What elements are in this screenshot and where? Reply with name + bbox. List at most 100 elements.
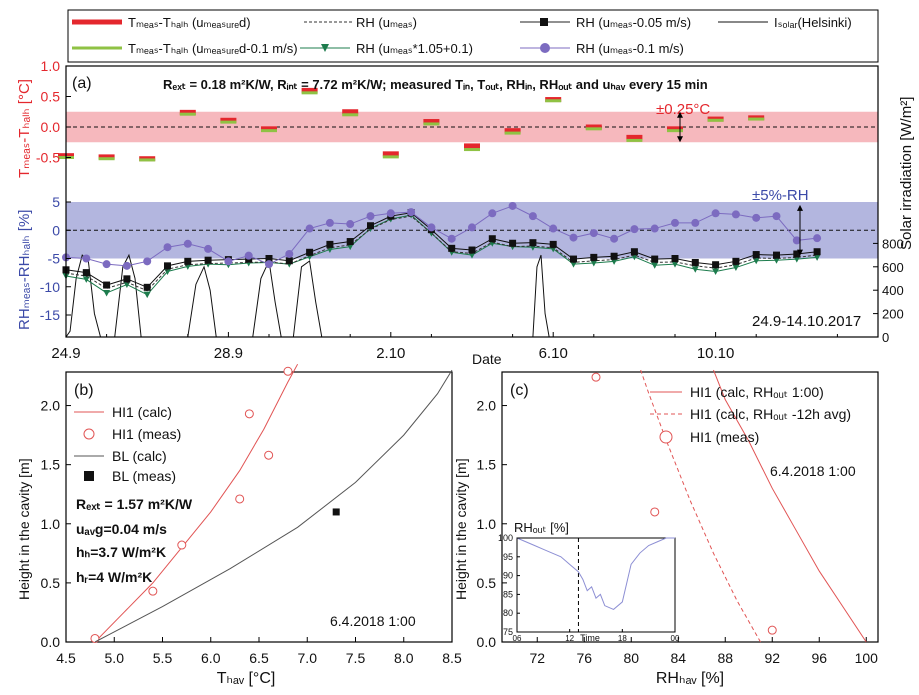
rh-black-point bbox=[610, 252, 618, 260]
rh-green-point bbox=[164, 268, 171, 275]
rh-green-point bbox=[651, 262, 659, 269]
rh-green-point bbox=[712, 268, 720, 275]
rh-purple-point bbox=[244, 251, 253, 260]
panel-c-y-title: Height in the cavity [m] bbox=[453, 458, 469, 600]
rh-black-point bbox=[204, 256, 212, 264]
rh-green-point bbox=[143, 291, 151, 299]
rh-purple-point bbox=[122, 261, 131, 270]
temperature-band-arrow-head bbox=[677, 111, 683, 118]
t-diff-green-point bbox=[667, 129, 683, 133]
rh-band-arrow-head bbox=[797, 249, 803, 256]
inset-y-tick-label: 100 bbox=[498, 533, 513, 543]
inset-x-tick-label: 00 bbox=[671, 634, 680, 643]
legend-swatch-triangle bbox=[321, 44, 329, 52]
t-diff-green-point bbox=[220, 120, 237, 124]
legend-b-swatch bbox=[83, 428, 95, 440]
inset-x-tick-label: 12 bbox=[565, 634, 574, 643]
y-tick-label: -0.5 bbox=[36, 150, 60, 166]
legend-label: RH (uₘₑₐₛ-0.1 m/s) bbox=[576, 41, 684, 56]
x-tick-label: 6.10 bbox=[539, 345, 568, 362]
rh-purple-point bbox=[143, 257, 152, 266]
legend-label: RH (uₘₑₐₛ) bbox=[356, 15, 417, 30]
rh-purple-point bbox=[630, 225, 639, 234]
x-tick-label: 84 bbox=[670, 650, 686, 666]
y-right-tick-label: 600 bbox=[882, 260, 904, 275]
legend-swatch-circle bbox=[540, 43, 550, 53]
inset-y-tick-label: 95 bbox=[503, 552, 513, 562]
panel-b-stamp: 6.4.2018 1:00 bbox=[330, 613, 416, 629]
rh-black-point bbox=[367, 222, 374, 230]
panel-c-stamp: 6.4.2018 1:00 bbox=[770, 463, 856, 479]
temperature-axis-title: Tₘₑₐₛ-Tₕₐₗₕ [°C] bbox=[16, 79, 33, 178]
rh-purple-point bbox=[752, 213, 761, 222]
t-diff-point bbox=[220, 117, 237, 123]
rh-black-point bbox=[184, 257, 192, 265]
rh-purple-point bbox=[325, 218, 334, 227]
y-tick-label: 0.0 bbox=[41, 634, 61, 650]
t-diff-green-point bbox=[423, 122, 440, 126]
legend-c-swatch bbox=[659, 430, 673, 444]
y-tick-label: 0.0 bbox=[41, 119, 61, 135]
x-tick-label: 24.9 bbox=[51, 345, 80, 362]
t-diff-green-point bbox=[626, 138, 643, 142]
rh-black-point bbox=[448, 244, 456, 252]
panel-b-y-title: Height in the cavity [m] bbox=[16, 458, 32, 600]
x-tick-label: 76 bbox=[576, 650, 592, 666]
x-tick-label: 80 bbox=[623, 650, 639, 666]
rh-black-point bbox=[671, 255, 679, 262]
y-tick-label: 2.0 bbox=[41, 398, 61, 414]
legend-label: Tₘₑₐₛ-Tₕₐₗₕ (uₘₑₐₛᵤᵣₑd) bbox=[128, 15, 251, 30]
rh-band-label: ±5%-RH bbox=[752, 187, 809, 204]
rh-green-point bbox=[103, 289, 111, 297]
panel-b-param: hᵣ=4 W/m²K bbox=[76, 569, 152, 585]
panel-b-series-1-point bbox=[235, 494, 245, 504]
rh-black-point bbox=[82, 269, 90, 277]
inset-x-tick-label: 06 bbox=[513, 634, 522, 643]
legend-c-label: HI1 (calc, RHₒᵤₜ 1:00) bbox=[690, 384, 824, 400]
y-tick-label: 0.5 bbox=[477, 575, 497, 591]
y-tick-label: 1.5 bbox=[477, 457, 497, 473]
legend-b-label: BL (calc) bbox=[112, 448, 167, 464]
legend-label: RH (uₘₑₐₛ*1.05+0.1) bbox=[356, 41, 473, 56]
rh-axis-title: RHₘₑₐₛ-RHₕₐₗₕ [%] bbox=[16, 210, 33, 330]
x-tick-label: 5.5 bbox=[153, 650, 173, 666]
rh-green-point bbox=[691, 266, 699, 273]
rh-purple-point bbox=[650, 224, 659, 233]
legend-entry-5: RH (uₘₑₐₛ*1.05+0.1) bbox=[300, 41, 473, 56]
rh-purple-point bbox=[224, 257, 233, 266]
period-label: 24.9-14.10.2017 bbox=[752, 313, 861, 330]
rh-black-point bbox=[590, 253, 598, 261]
t-diff-point bbox=[261, 126, 277, 132]
rh-green-point bbox=[570, 261, 577, 268]
rh-black-point bbox=[164, 262, 171, 270]
rh-purple-point bbox=[427, 223, 436, 232]
rh-purple-point bbox=[305, 224, 314, 233]
panel-b-frame bbox=[65, 371, 453, 643]
y-tick-label: 1.0 bbox=[41, 516, 61, 532]
y-right-tick-label: 400 bbox=[882, 283, 904, 298]
panel-b-series-1-point bbox=[177, 540, 187, 550]
inset-y-tick-label: 80 bbox=[503, 608, 513, 618]
t-diff-point bbox=[179, 109, 196, 115]
rh-purple-point bbox=[183, 239, 192, 248]
panel-b-param: uₐᵥg=0.04 m/s bbox=[76, 521, 167, 537]
t-diff-point bbox=[382, 151, 399, 157]
panel-b-series-1-point bbox=[283, 366, 293, 376]
y-right-tick-label: 0 bbox=[882, 330, 889, 345]
rh-black-point bbox=[468, 246, 476, 254]
x-tick-label: 8.5 bbox=[442, 650, 462, 666]
rh-black-point bbox=[549, 240, 557, 248]
rh-purple-point bbox=[569, 233, 578, 242]
rh-black-point bbox=[306, 248, 314, 256]
rh-purple-point bbox=[549, 224, 558, 233]
legend-label: Iₛₒₗₐᵣ(Helsinki) bbox=[774, 15, 852, 30]
rh-black-point bbox=[691, 258, 699, 266]
rh-purple-point bbox=[528, 212, 537, 221]
rh-black-point bbox=[123, 275, 131, 283]
inset-title: RHₒᵤₜ [%] bbox=[514, 520, 569, 535]
y-tick-label: 0.0 bbox=[477, 634, 497, 650]
rh-purple-point bbox=[813, 234, 822, 243]
x-axis-label: Date bbox=[472, 351, 502, 367]
panel-b-series-0-line bbox=[94, 363, 299, 643]
rh-black-point bbox=[509, 239, 517, 247]
